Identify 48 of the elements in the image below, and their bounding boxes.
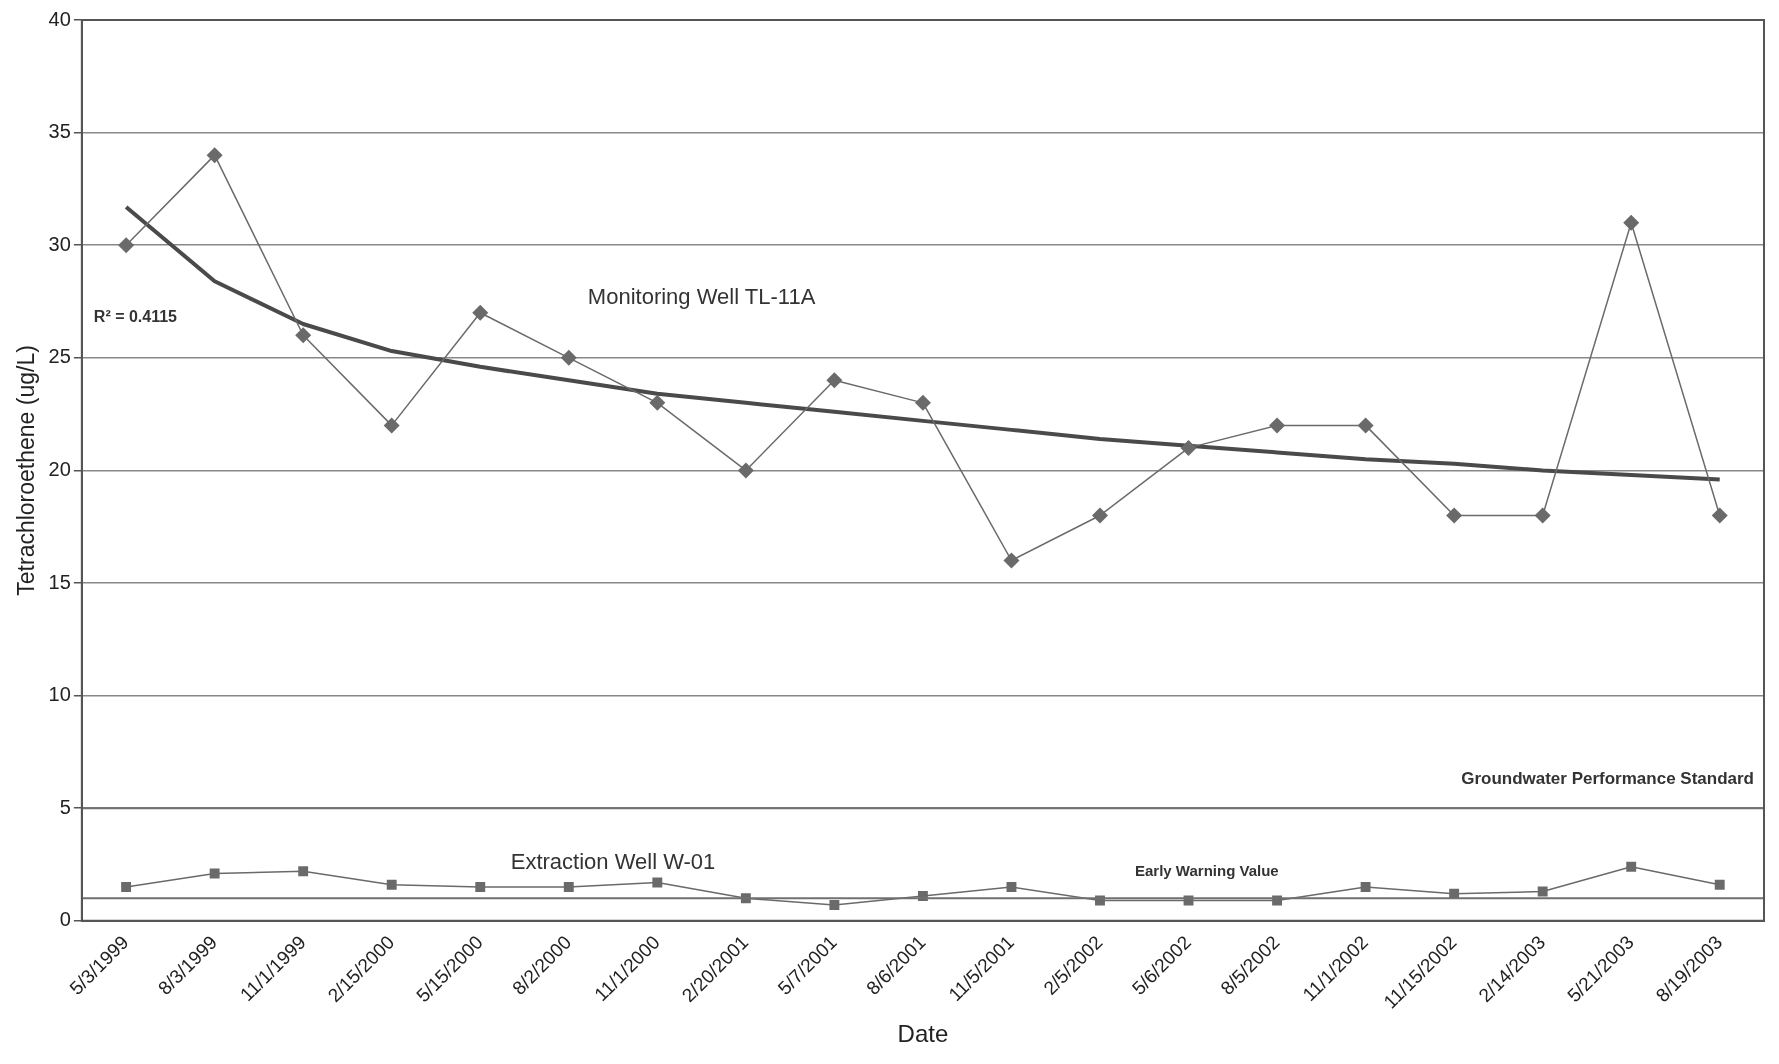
point (295, 327, 312, 344)
y-tick-label: 0 (59, 908, 71, 931)
y-tick-label: 15 (48, 570, 71, 593)
point (1534, 507, 1551, 524)
point (209, 868, 220, 879)
point (1714, 879, 1725, 890)
point (298, 866, 309, 877)
y-tick-label: 40 (48, 7, 71, 30)
ref-line-label: Early Warning Value (1134, 862, 1279, 880)
point (1537, 886, 1548, 897)
y-tick-label: 25 (48, 345, 71, 368)
point (914, 394, 931, 411)
y-tick-label: 35 (48, 120, 71, 143)
point (118, 237, 135, 254)
point (121, 882, 132, 892)
point (1269, 417, 1286, 434)
point (472, 304, 489, 321)
point (383, 417, 400, 434)
point (829, 900, 840, 911)
point (560, 349, 577, 366)
point (1623, 214, 1640, 231)
point (1006, 882, 1017, 892)
point (737, 462, 754, 479)
ref-line-label: Groundwater Performance Standard (1461, 769, 1754, 789)
point (1003, 552, 1020, 569)
point (1180, 439, 1197, 456)
annotation: R² = 0.4115 (93, 307, 178, 325)
y-tick-label: 20 (48, 457, 71, 480)
y-axis-title: Tetrachloroethene (ug/L) (13, 345, 40, 596)
series-label: Extraction Well W-01 (510, 849, 716, 875)
x-axis-title: Date (897, 1020, 949, 1048)
point (1711, 507, 1728, 524)
y-tick-label: 30 (48, 232, 71, 255)
point (1626, 861, 1637, 872)
text: Monitoring Well TL-11A (587, 283, 816, 309)
point (649, 394, 666, 411)
point (1446, 507, 1463, 524)
point (206, 147, 223, 164)
point (652, 877, 663, 888)
point (1360, 882, 1371, 892)
y-tick-label: 5 (59, 795, 71, 818)
point (1357, 417, 1374, 434)
point (563, 882, 574, 892)
y-tick-label: 10 (48, 683, 71, 706)
point (386, 879, 397, 890)
point (826, 372, 843, 389)
point (1091, 507, 1108, 524)
point (475, 882, 486, 892)
